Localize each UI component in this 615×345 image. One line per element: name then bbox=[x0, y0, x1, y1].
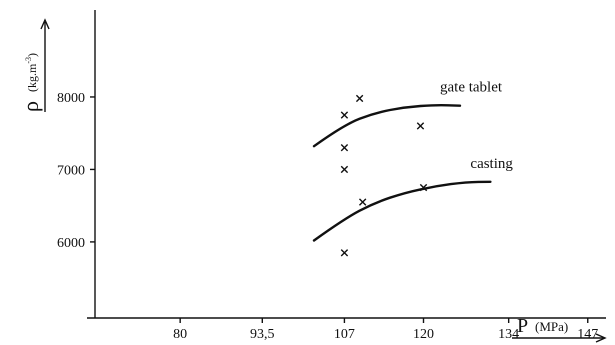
series-label: casting bbox=[470, 156, 513, 172]
data-point bbox=[340, 249, 349, 257]
x-tick-label: 80 bbox=[173, 327, 187, 342]
axes bbox=[87, 10, 606, 319]
x-tick-label: 147 bbox=[577, 327, 598, 342]
y-axis-symbol: ρ bbox=[18, 101, 43, 112]
x-axis-label: P (MPa) bbox=[512, 315, 607, 343]
y-axis-label: ρ (kg.m-3) bbox=[18, 18, 50, 112]
x-axis-unit: (MPa) bbox=[535, 319, 568, 334]
trend-curve-1 bbox=[312, 180, 492, 242]
trend-curve-0 bbox=[312, 103, 462, 148]
x-tick-label: 120 bbox=[413, 327, 434, 342]
y-axis-unit: (kg.m-3) bbox=[24, 53, 39, 92]
x-label-arrow-head bbox=[595, 333, 607, 343]
curve-labels: gate tablet casting bbox=[440, 80, 513, 172]
x-tick-label: 93,5 bbox=[250, 327, 275, 342]
y-ticks: 6000 7000 8000 bbox=[57, 91, 95, 251]
data-point bbox=[416, 122, 425, 130]
x-tick-label: 107 bbox=[334, 327, 355, 342]
data-point bbox=[358, 198, 367, 206]
data-point bbox=[419, 183, 428, 192]
y-tick-label: 8000 bbox=[57, 91, 85, 106]
data-point bbox=[340, 111, 349, 119]
series-label: gate tablet bbox=[440, 80, 503, 96]
data-point bbox=[340, 143, 349, 152]
y-tick-label: 7000 bbox=[57, 163, 85, 178]
data-point bbox=[340, 165, 349, 174]
y-label-arrow-head bbox=[40, 18, 50, 30]
data-point bbox=[355, 94, 364, 103]
x-axis-symbol: P bbox=[517, 315, 528, 337]
y-tick-label: 6000 bbox=[57, 236, 85, 251]
curves bbox=[312, 103, 492, 242]
markers bbox=[340, 94, 428, 257]
